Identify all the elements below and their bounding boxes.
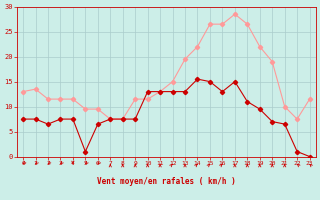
- X-axis label: Vent moyen/en rafales ( km/h ): Vent moyen/en rafales ( km/h ): [97, 177, 236, 186]
